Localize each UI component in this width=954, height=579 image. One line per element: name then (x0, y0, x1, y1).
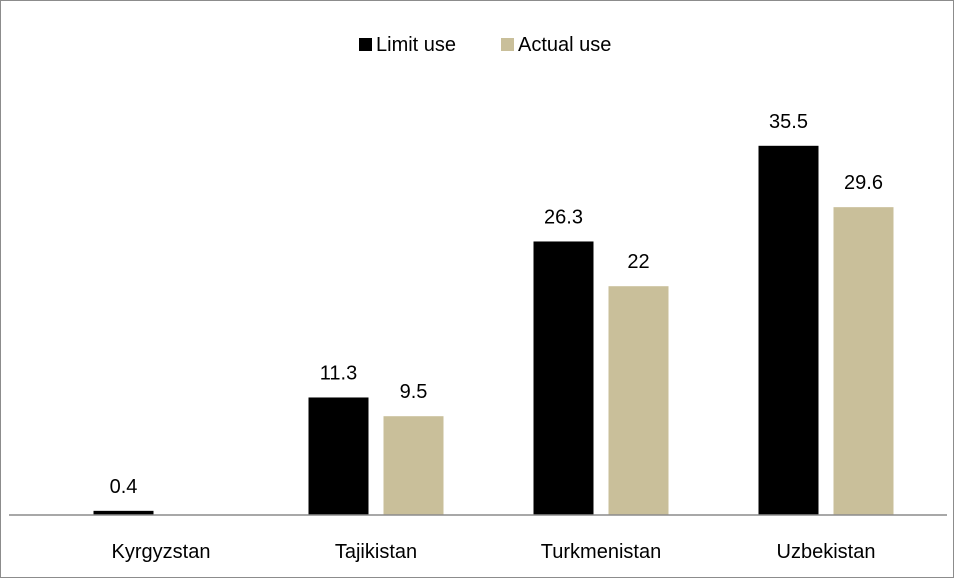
data-label: 11.3 (320, 362, 357, 384)
category-label: Kyrgyzstan (112, 541, 211, 563)
legend-swatch (359, 38, 372, 51)
category-label: Turkmenistan (541, 541, 661, 563)
bar-limit-use-kyrgyzstan (93, 510, 154, 515)
data-label: 22 (627, 251, 649, 273)
legend: Limit use Actual use (359, 34, 611, 56)
data-label: 29.6 (844, 172, 883, 194)
legend-swatch (501, 38, 514, 51)
data-label: 35.5 (769, 111, 808, 133)
bar-limit-use-uzbekistan (758, 145, 819, 516)
bar-actual-use-turkmenistan (608, 286, 669, 515)
data-label: 9.5 (400, 381, 428, 403)
bar-limit-use-turkmenistan (533, 241, 594, 516)
data-label: 0.4 (110, 476, 138, 498)
bar-limit-use-tajikistan (308, 397, 369, 515)
bar-actual-use-tajikistan (383, 416, 444, 515)
legend-label: Actual use (518, 34, 611, 56)
bars (93, 145, 894, 516)
value-labels: 0.4 11.3 9.5 26.3 22 35.5 29.6 (110, 111, 883, 498)
category-label: Uzbekistan (777, 541, 876, 563)
category-labels: Kyrgyzstan Tajikistan Turkmenistan Uzbekist… (112, 541, 876, 563)
legend-label: Limit use (376, 34, 456, 56)
category-label: Tajikistan (335, 541, 417, 563)
bar-actual-use-uzbekistan (833, 207, 894, 515)
data-label: 26.3 (544, 206, 583, 228)
